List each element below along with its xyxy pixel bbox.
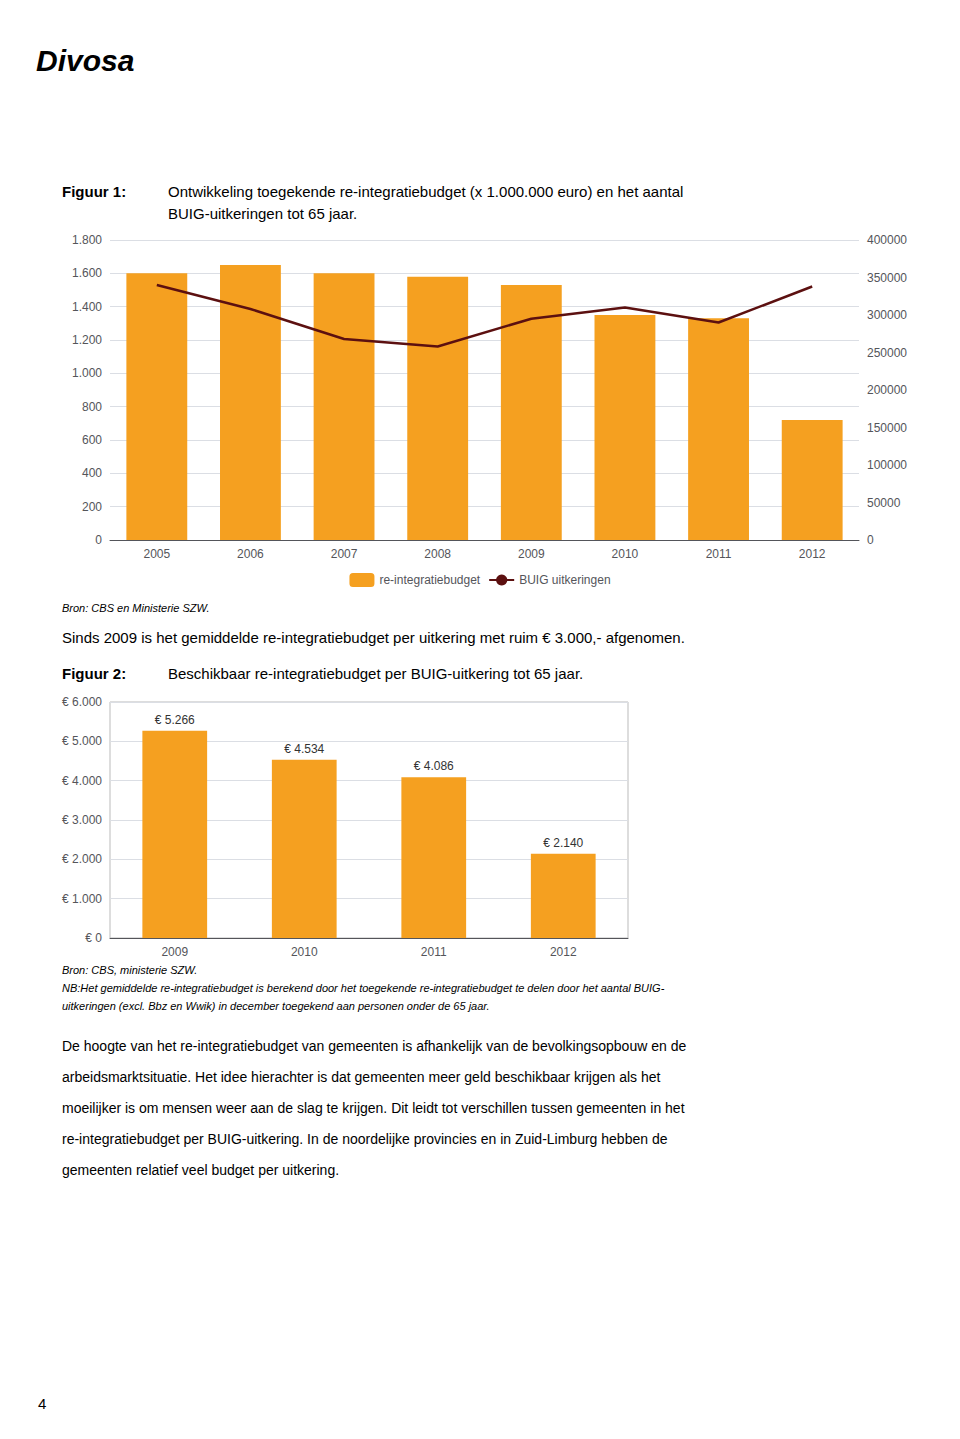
svg-text:€ 6.000: € 6.000	[62, 695, 102, 709]
svg-text:200: 200	[82, 500, 102, 514]
svg-text:Beschikbaar re-integratiebudge: Beschikbaar re-integratiebudget per BUIG…	[168, 665, 583, 682]
svg-text:€ 3.000: € 3.000	[62, 813, 102, 827]
svg-text:€ 1.000: € 1.000	[62, 892, 102, 906]
svg-text:2009: 2009	[161, 945, 188, 959]
svg-text:2007: 2007	[331, 547, 358, 561]
svg-text:Bron: CBS en Ministerie SZW.: Bron: CBS en Ministerie SZW.	[62, 602, 210, 614]
svg-text:€ 2.140: € 2.140	[543, 836, 583, 850]
svg-text:400000: 400000	[867, 233, 907, 247]
svg-text:50000: 50000	[867, 496, 901, 510]
svg-text:€ 5.266: € 5.266	[155, 713, 195, 727]
svg-text:2010: 2010	[612, 547, 639, 561]
svg-text:Figuur 2:: Figuur 2:	[62, 665, 126, 682]
svg-text:300000: 300000	[867, 308, 907, 322]
svg-text:600: 600	[82, 433, 102, 447]
svg-text:1.400: 1.400	[72, 300, 102, 314]
svg-text:Divosa: Divosa	[36, 44, 134, 77]
svg-text:NB:Het gemiddelde re-integrati: NB:Het gemiddelde re-integratiebudget is…	[62, 982, 665, 994]
svg-text:moeilijker is om mensen weer a: moeilijker is om mensen weer aan de slag…	[62, 1100, 685, 1116]
svg-text:€ 2.000: € 2.000	[62, 852, 102, 866]
svg-text:Ontwikkeling toegekende re-int: Ontwikkeling toegekende re-integratiebud…	[168, 183, 683, 200]
svg-text:250000: 250000	[867, 346, 907, 360]
svg-text:€ 4.086: € 4.086	[414, 759, 454, 773]
svg-text:2011: 2011	[421, 945, 447, 959]
svg-text:De hoogte van het re-integrati: De hoogte van het re-integratiebudget va…	[62, 1038, 686, 1054]
svg-text:Sinds 2009 is het gemiddelde r: Sinds 2009 is het gemiddelde re-integrat…	[62, 629, 685, 646]
svg-text:150000: 150000	[867, 421, 907, 435]
svg-text:Bron: CBS, ministerie SZW.: Bron: CBS, ministerie SZW.	[62, 964, 197, 976]
svg-text:1.800: 1.800	[72, 233, 102, 247]
svg-text:0: 0	[95, 533, 102, 547]
svg-text:2008: 2008	[424, 547, 451, 561]
svg-text:2012: 2012	[799, 547, 826, 561]
svg-text:re-integratiebudget per BUIG-u: re-integratiebudget per BUIG-uitkering. …	[62, 1131, 668, 1147]
svg-text:€ 4.000: € 4.000	[62, 774, 102, 788]
svg-text:0: 0	[867, 533, 874, 547]
svg-text:uitkeringen (excl. Bbz en Wwik: uitkeringen (excl. Bbz en Wwik) in decem…	[62, 1000, 490, 1012]
svg-text:2005: 2005	[143, 547, 170, 561]
svg-text:100000: 100000	[867, 458, 907, 472]
svg-text:2011: 2011	[706, 547, 732, 561]
svg-text:€ 5.000: € 5.000	[62, 734, 102, 748]
svg-text:1.200: 1.200	[72, 333, 102, 347]
svg-text:200000: 200000	[867, 383, 907, 397]
svg-text:2010: 2010	[291, 945, 318, 959]
svg-text:Figuur 1:: Figuur 1:	[62, 183, 126, 200]
svg-text:4: 4	[38, 1395, 46, 1412]
svg-text:BUIG uitkeringen: BUIG uitkeringen	[519, 573, 610, 587]
svg-text:1.000: 1.000	[72, 366, 102, 380]
svg-text:2009: 2009	[518, 547, 545, 561]
svg-text:gemeenten relatief veel budget: gemeenten relatief veel budget per uitke…	[62, 1162, 339, 1178]
svg-text:1.600: 1.600	[72, 266, 102, 280]
svg-text:400: 400	[82, 466, 102, 480]
svg-text:BUIG-uitkeringen tot 65 jaar.: BUIG-uitkeringen tot 65 jaar.	[168, 205, 357, 222]
svg-text:arbeidsmarktsituatie. Het idee: arbeidsmarktsituatie. Het idee hierachte…	[62, 1069, 661, 1085]
svg-text:350000: 350000	[867, 271, 907, 285]
svg-text:€ 0: € 0	[85, 931, 102, 945]
svg-text:800: 800	[82, 400, 102, 414]
svg-text:2006: 2006	[237, 547, 264, 561]
svg-text:2012: 2012	[550, 945, 577, 959]
svg-text:re-integratiebudget: re-integratiebudget	[379, 573, 480, 587]
svg-text:€ 4.534: € 4.534	[284, 742, 324, 756]
